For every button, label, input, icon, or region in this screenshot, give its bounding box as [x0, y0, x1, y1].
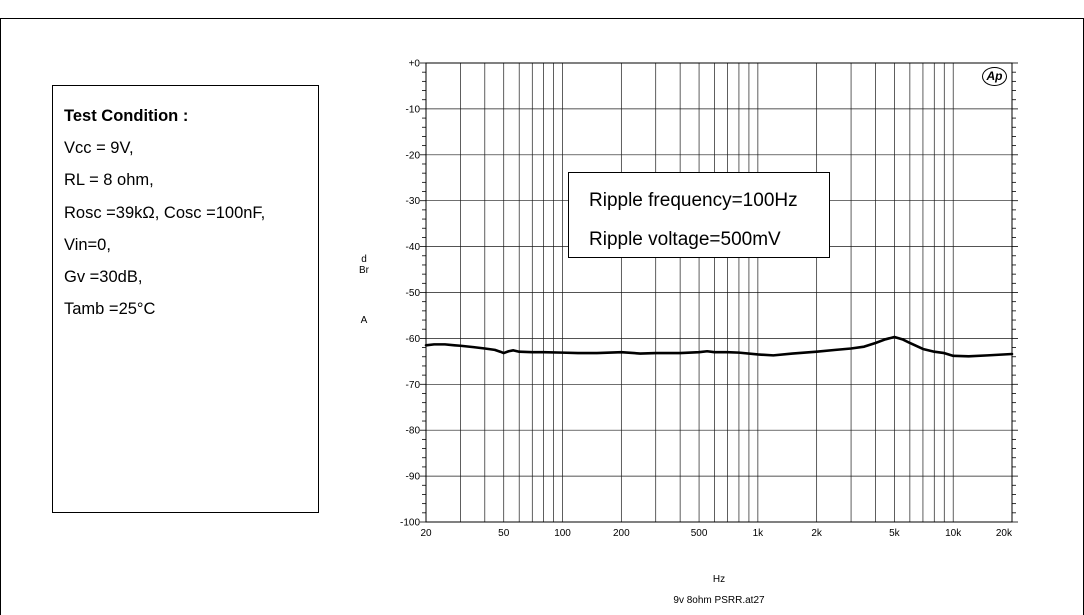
test-condition-box: Test Condition : Vcc = 9V, RL = 8 ohm, R…	[52, 85, 319, 513]
y-tick-label: -20	[406, 150, 421, 161]
chart-file-label: 9v 8ohm PSRR.at27	[673, 595, 765, 606]
y-tick-label: -100	[400, 518, 420, 529]
x-tick-label: 20k	[996, 528, 1013, 539]
y-tick-label: -70	[406, 380, 421, 391]
y-axis-weighting-label: A	[360, 315, 368, 326]
x-tick-label: 100	[554, 528, 571, 539]
test-condition-vcc: Vcc = 9V,	[64, 139, 134, 158]
x-tick-label: 50	[498, 528, 510, 539]
test-condition-gv: Gv =30dB,	[64, 268, 143, 287]
psrr-curve	[424, 335, 1014, 358]
y-axis-label: dBr	[359, 254, 369, 276]
test-condition-rl: RL = 8 ohm,	[64, 171, 154, 190]
x-tick-label: 20	[420, 528, 432, 539]
ripple-voltage-label: Ripple voltage=500mV	[589, 229, 781, 250]
plot-border	[425, 62, 1013, 523]
ap-logo: Ap	[982, 67, 1007, 86]
x-tick-label: 200	[613, 528, 630, 539]
y-tick-label: +0	[409, 59, 421, 70]
x-tick-label: 2k	[811, 528, 823, 539]
x-axis-label: Hz	[712, 574, 726, 585]
x-tick-label: 500	[691, 528, 708, 539]
test-condition-rosc-cosc: Rosc =39kΩ, Cosc =100nF,	[64, 203, 266, 222]
y-tick-label: -50	[406, 288, 421, 299]
y-tick-label: -60	[406, 334, 421, 345]
y-tick-label: -10	[406, 104, 421, 115]
y-tick-label: -30	[406, 196, 421, 207]
x-tick-label: 1k	[753, 528, 765, 539]
ripple-frequency-label: Ripple frequency=100Hz	[589, 190, 798, 211]
ripple-annotation-box: Ripple frequency=100Hz Ripple voltage=50…	[568, 172, 830, 258]
y-tick-label: -80	[406, 426, 421, 437]
test-condition-vin: Vin=0,	[64, 235, 111, 254]
y-tick-label: -40	[406, 242, 421, 253]
x-tick-label: 5k	[889, 528, 901, 539]
x-tick-label: 10k	[945, 528, 962, 539]
test-condition-title: Test Condition :	[64, 107, 189, 125]
y-tick-label: -90	[406, 472, 421, 483]
test-condition-tamb: Tamb =25°C	[64, 300, 156, 319]
